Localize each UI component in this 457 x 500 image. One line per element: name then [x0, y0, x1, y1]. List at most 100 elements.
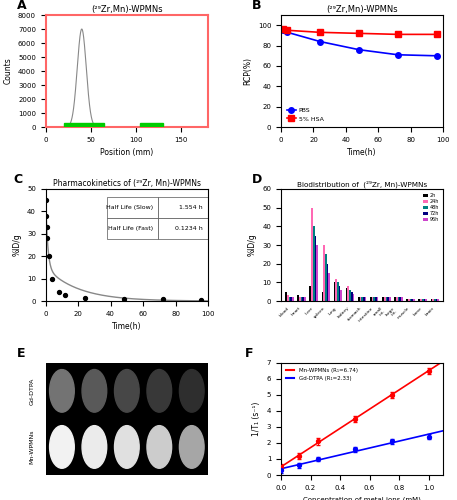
- Bar: [298, 296, 299, 301]
- Circle shape: [82, 370, 107, 412]
- Bar: [309, 286, 311, 301]
- Title: Biodistribution of  (²⁹Zr, Mn)-WPMNs: Biodistribution of (²⁹Zr, Mn)-WPMNs: [297, 180, 427, 188]
- Point: [277, 463, 285, 471]
- Circle shape: [82, 426, 107, 469]
- Bar: [382, 298, 384, 301]
- Bar: [346, 288, 347, 301]
- Bar: [394, 298, 396, 301]
- Bar: [140, 122, 163, 127]
- Circle shape: [50, 426, 74, 469]
- Text: D: D: [252, 174, 262, 186]
- X-axis label: Concentration of metal ions (mM): Concentration of metal ions (mM): [303, 496, 421, 500]
- Bar: [408, 299, 410, 301]
- Point: [296, 462, 303, 469]
- Bar: [425, 299, 427, 301]
- Legend: Mn-WPMNs (R₁=6.74), Gd-DTPA (R₁=2.33): Mn-WPMNs (R₁=6.74), Gd-DTPA (R₁=2.33): [284, 366, 360, 383]
- Text: B: B: [252, 0, 261, 12]
- Circle shape: [147, 370, 172, 412]
- Bar: [349, 290, 351, 301]
- Bar: [389, 298, 391, 301]
- Title: (²⁹Zr,Mn)-WPMNs: (²⁹Zr,Mn)-WPMNs: [91, 5, 163, 14]
- Bar: [410, 299, 411, 301]
- Bar: [340, 290, 342, 301]
- 5% HSA: [285, 28, 290, 34]
- 5% HSA: [356, 30, 361, 36]
- Bar: [285, 292, 287, 301]
- Bar: [351, 292, 353, 301]
- Text: Gd-DTPA: Gd-DTPA: [29, 377, 34, 404]
- Circle shape: [115, 426, 139, 469]
- Bar: [363, 298, 365, 301]
- Bar: [365, 298, 367, 301]
- Circle shape: [180, 426, 204, 469]
- Point: [43, 212, 50, 220]
- Point: [81, 294, 88, 302]
- Bar: [372, 298, 373, 301]
- Bar: [322, 292, 323, 301]
- Bar: [422, 299, 424, 301]
- Text: 0.25: 0.25: [121, 364, 133, 370]
- Bar: [325, 254, 327, 301]
- Bar: [424, 299, 425, 301]
- Bar: [434, 299, 436, 301]
- Bar: [311, 208, 313, 301]
- Point: [277, 466, 285, 474]
- Bar: [398, 298, 399, 301]
- PBS: [280, 28, 285, 34]
- Text: 0.5: 0.5: [90, 364, 99, 370]
- Point: [388, 438, 395, 446]
- Y-axis label: RCP(%): RCP(%): [243, 57, 252, 85]
- Point: [159, 296, 166, 304]
- PBS: [317, 38, 323, 44]
- Point: [198, 296, 205, 304]
- Text: 0.125: 0.125: [151, 364, 167, 370]
- PBS: [395, 52, 401, 58]
- Bar: [406, 299, 408, 301]
- Point: [120, 295, 127, 303]
- Bar: [290, 298, 292, 301]
- 5% HSA: [317, 30, 323, 36]
- Circle shape: [115, 370, 139, 412]
- Bar: [323, 245, 325, 301]
- Text: C: C: [13, 174, 22, 186]
- Bar: [420, 299, 422, 301]
- Point: [388, 391, 395, 399]
- Point: [45, 252, 53, 260]
- Bar: [413, 299, 415, 301]
- Bar: [337, 282, 339, 301]
- Point: [62, 292, 69, 300]
- Y-axis label: %ID/g: %ID/g: [12, 234, 21, 256]
- Bar: [335, 278, 337, 301]
- Bar: [304, 298, 306, 301]
- Bar: [329, 273, 330, 301]
- Bar: [411, 299, 413, 301]
- 5% HSA: [280, 26, 285, 32]
- Bar: [430, 299, 432, 301]
- Bar: [303, 298, 304, 301]
- PBS: [356, 46, 361, 52]
- Point: [351, 415, 358, 423]
- Bar: [384, 298, 386, 301]
- Bar: [289, 298, 290, 301]
- Bar: [316, 245, 318, 301]
- Title: (²⁹Zr,Mn)-WPMNs: (²⁹Zr,Mn)-WPMNs: [326, 5, 398, 14]
- Point: [44, 234, 51, 242]
- Circle shape: [147, 426, 172, 469]
- Point: [43, 223, 50, 231]
- Bar: [377, 298, 378, 301]
- Point: [425, 432, 432, 440]
- Legend: 2h, 24h, 48h, 72h, 96h: 2h, 24h, 48h, 72h, 96h: [421, 192, 441, 224]
- Bar: [437, 299, 439, 301]
- Y-axis label: %ID/g: %ID/g: [248, 234, 257, 256]
- Text: Mn-WPMNs: Mn-WPMNs: [29, 430, 34, 464]
- PBS: [285, 30, 290, 36]
- Bar: [314, 236, 316, 301]
- Text: 1 mg/mL: 1 mg/mL: [50, 364, 74, 370]
- Bar: [334, 282, 335, 301]
- Text: A: A: [16, 0, 26, 12]
- Bar: [313, 226, 314, 301]
- Bar: [347, 286, 349, 301]
- X-axis label: Position (mm): Position (mm): [100, 148, 154, 158]
- Bar: [353, 294, 354, 301]
- Line: 5% HSA: 5% HSA: [280, 26, 440, 37]
